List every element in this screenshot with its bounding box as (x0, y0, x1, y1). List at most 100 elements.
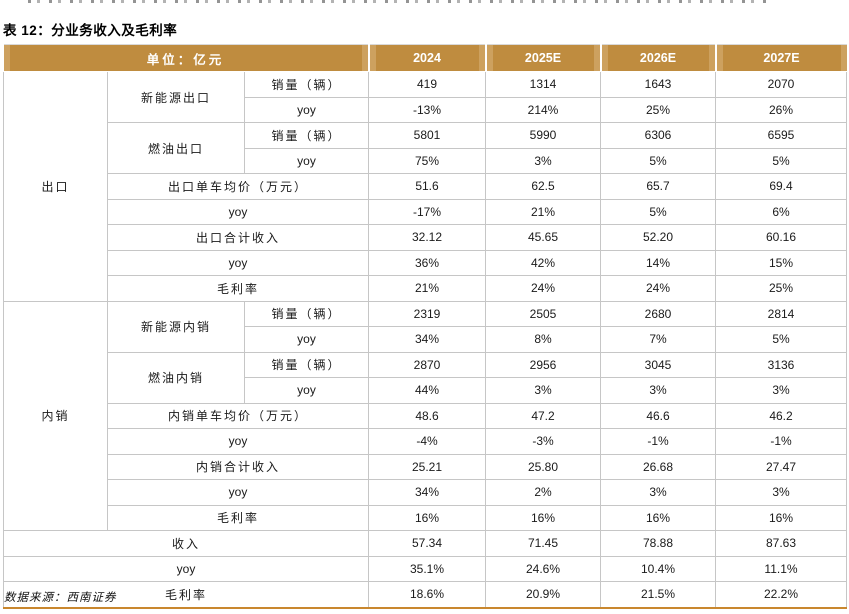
value-cell: 1314 (485, 71, 601, 98)
value-cell: 25.21 (368, 453, 486, 480)
value-cell: -13% (368, 96, 486, 123)
value-cell: 25% (600, 96, 716, 123)
value-cell: 10.4% (600, 555, 716, 582)
value-cell: 75% (368, 147, 486, 174)
row-label: 销量（辆） (244, 300, 369, 327)
header-row: 单位：亿元 2024 2025E 2026E 2027E (3, 44, 847, 72)
row-label: 销量（辆） (244, 71, 369, 98)
table-title: 表 12：分业务收入及毛利率 (3, 23, 178, 38)
table-row: 毛利率 16% 16% 16% 16% (4, 504, 847, 531)
section-label-export: 出口 (3, 71, 108, 302)
value-cell: 3% (715, 377, 847, 404)
value-cell: 5% (600, 147, 716, 174)
row-label: 毛利率 (107, 275, 369, 302)
value-cell: 2814 (715, 300, 847, 327)
table-row: yoy -17% 21% 5% 6% (4, 198, 847, 225)
year-header-2026e: 2026E (599, 44, 716, 72)
value-cell: 45.65 (485, 224, 601, 251)
table-row: 出口 新能源出口 销量（辆） 419 1314 1643 2070 (3, 71, 847, 302)
row-label: yoy (107, 479, 369, 506)
value-cell: 65.7 (600, 173, 716, 200)
subgroup-label-fuel-export: 燃油出口 (107, 122, 245, 174)
value-cell: 5990 (485, 122, 601, 149)
row-label: 出口单车均价（万元） (107, 173, 369, 200)
value-cell: 8% (485, 326, 601, 353)
value-cell: 14% (600, 249, 716, 276)
row-label: 毛利率 (107, 504, 369, 531)
value-cell: 51.6 (368, 173, 486, 200)
summary-label-yoy: yoy (3, 555, 369, 582)
table-row: 燃油出口 销量（辆） 5801 5990 6306 6595 (4, 122, 847, 174)
value-cell: 3% (600, 479, 716, 506)
value-cell: 1643 (600, 71, 716, 98)
data-source-note: 数据来源：西南证券 (4, 590, 117, 604)
value-cell: 52.20 (600, 224, 716, 251)
row-label: yoy (107, 428, 369, 455)
value-cell: 6595 (715, 122, 847, 149)
value-cell: 11.1% (715, 555, 847, 582)
value-cell: 2070 (715, 71, 847, 98)
table-row: 内销单车均价（万元） 48.6 47.2 46.6 46.2 (4, 402, 847, 429)
value-cell: 27.47 (715, 453, 847, 480)
value-cell: 24% (600, 275, 716, 302)
row-label: yoy (244, 326, 369, 353)
value-cell: 26% (715, 96, 847, 123)
value-cell: 18.6% (368, 581, 486, 609)
row-label: yoy (244, 377, 369, 404)
value-cell: 60.16 (715, 224, 847, 251)
row-label: 出口合计收入 (107, 224, 369, 251)
value-cell: 3045 (600, 351, 716, 378)
table-row: 收入 57.34 71.45 78.88 87.63 (3, 530, 847, 557)
year-header-2025e: 2025E (484, 44, 601, 72)
value-cell: 16% (368, 504, 486, 531)
value-cell: 71.45 (485, 530, 601, 557)
value-cell: 35.1% (368, 555, 486, 582)
value-cell: 16% (715, 504, 847, 531)
value-cell: -1% (715, 428, 847, 455)
row-label: 销量（辆） (244, 351, 369, 378)
clipped-text-fragment (28, 0, 768, 3)
value-cell: 22.2% (715, 581, 847, 609)
value-cell: -17% (368, 198, 486, 225)
value-cell: 2956 (485, 351, 601, 378)
value-cell: 20.9% (485, 581, 601, 609)
value-cell: 47.2 (485, 402, 601, 429)
table-row: yoy -13% 214% 25% 26% (4, 96, 847, 123)
value-cell: 32.12 (368, 224, 486, 251)
value-cell: -3% (485, 428, 601, 455)
unit-header-cell: 单位：亿元 (3, 44, 369, 72)
value-cell: 2680 (600, 300, 716, 327)
value-cell: 2319 (368, 300, 486, 327)
value-cell: 2870 (368, 351, 486, 378)
value-cell: 42% (485, 249, 601, 276)
value-cell: 2505 (485, 300, 601, 327)
value-cell: 5% (600, 198, 716, 225)
section-label-domestic: 内销 (3, 300, 108, 531)
summary-label-revenue: 收入 (3, 530, 369, 557)
value-cell: 7% (600, 326, 716, 353)
row-label: yoy (107, 249, 369, 276)
value-cell: 21% (368, 275, 486, 302)
subgroup-label-nev-domestic: 新能源内销 (107, 300, 245, 353)
subgroup-label-nev-export: 新能源出口 (107, 71, 245, 123)
year-header-2024: 2024 (367, 44, 486, 72)
table-row: yoy 34% 2% 3% 3% (4, 479, 847, 506)
value-cell: 3% (485, 377, 601, 404)
value-cell: 69.4 (715, 173, 847, 200)
table-row: yoy 75% 3% 5% 5% (4, 147, 847, 174)
year-header-2027e: 2027E (714, 44, 847, 72)
value-cell: 24.6% (485, 555, 601, 582)
table-row: 毛利率 21% 24% 24% 25% (4, 275, 847, 302)
value-cell: 25.80 (485, 453, 601, 480)
value-cell: 87.63 (715, 530, 847, 557)
value-cell: 3136 (715, 351, 847, 378)
value-cell: 5% (715, 147, 847, 174)
value-cell: 44% (368, 377, 486, 404)
segment-revenue-table: 单位：亿元 2024 2025E 2026E 2027E 出口 新能源出口 销量… (3, 44, 847, 609)
value-cell: 6306 (600, 122, 716, 149)
value-cell: 6% (715, 198, 847, 225)
value-cell: 2% (485, 479, 601, 506)
row-label: yoy (244, 96, 369, 123)
value-cell: 5% (715, 326, 847, 353)
